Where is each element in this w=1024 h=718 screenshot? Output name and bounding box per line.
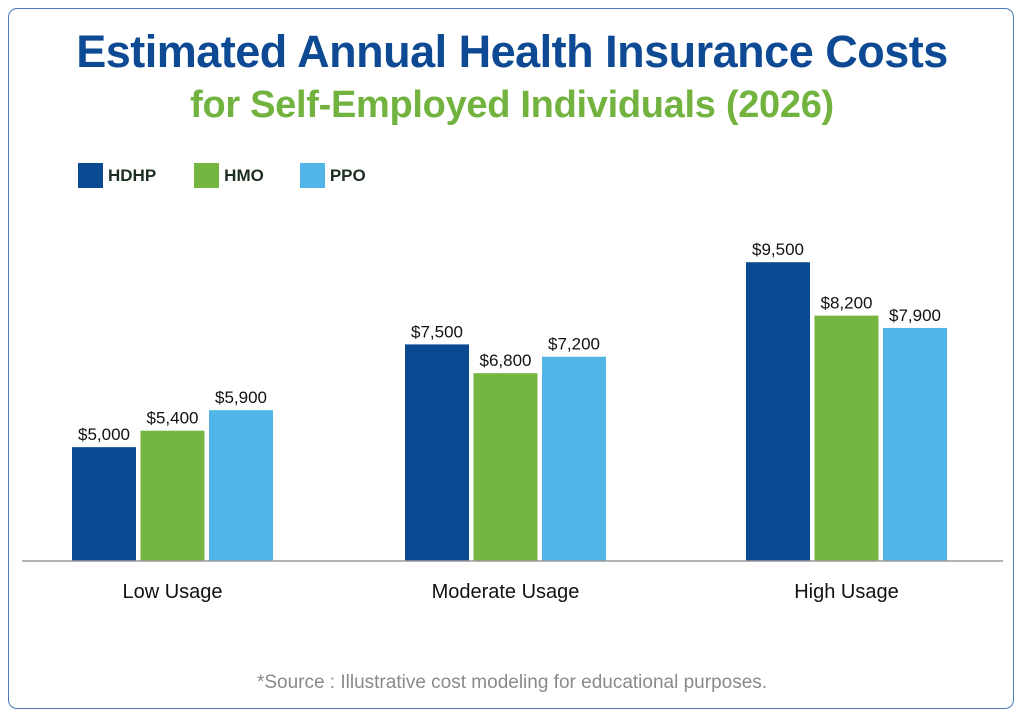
bar-ppo-0: [209, 410, 273, 561]
data-label: $5,000: [78, 425, 130, 444]
bar-hdhp-2: [746, 262, 810, 561]
chart-title: Estimated Annual Health Insurance Costs: [76, 26, 948, 77]
legend-swatch-hdhp: [78, 163, 103, 188]
legend-label-hdhp: HDHP: [108, 165, 157, 185]
x-tick-label: High Usage: [794, 581, 899, 603]
x-tick-label: Moderate Usage: [432, 581, 580, 603]
legend-item-hmo: HMO: [194, 163, 264, 188]
data-label: $6,800: [480, 351, 532, 370]
source-note: *Source : Illustrative cost modeling for…: [256, 672, 768, 693]
bar-ppo-1: [542, 356, 606, 561]
legend-item-ppo: PPO: [299, 163, 366, 188]
chart-subtitle: for Self-Employed Individuals (2026): [190, 84, 834, 126]
data-label: $7,200: [548, 335, 600, 354]
chart-frame: [8, 8, 1014, 709]
bar-hmo-2: [814, 315, 879, 561]
x-tick-label: Low Usage: [122, 581, 222, 603]
bar-ppo-2: [883, 327, 947, 561]
legend-item-hdhp: HDHP: [78, 163, 156, 188]
bar-hmo-0: [140, 430, 205, 561]
data-label: $5,400: [147, 409, 199, 428]
legend: HDHP HMO PPO: [78, 163, 400, 188]
data-label: $8,200: [821, 294, 873, 313]
legend-label-ppo: PPO: [329, 165, 366, 185]
bar-hdhp-1: [405, 344, 469, 561]
legend-swatch-hmo: [194, 163, 220, 188]
data-label: $5,900: [215, 388, 267, 407]
bar-hdhp-0: [72, 447, 136, 561]
data-label: $7,500: [411, 322, 463, 341]
legend-swatch-ppo: [299, 163, 325, 188]
bar-hmo-1: [473, 373, 538, 561]
legend-label-hmo: HMO: [224, 165, 264, 185]
data-label: $9,500: [752, 240, 804, 259]
data-label: $7,900: [889, 306, 941, 325]
